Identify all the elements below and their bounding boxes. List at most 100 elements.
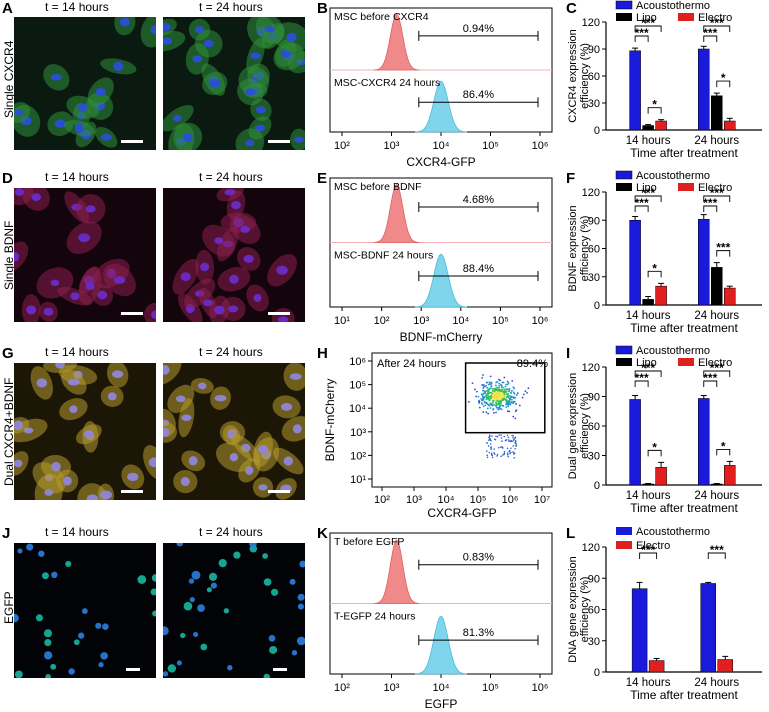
event-dot: [503, 388, 506, 391]
cell-dot: [44, 639, 52, 647]
significance-label: *: [721, 439, 726, 453]
event-dot: [493, 395, 496, 398]
sample-label: After 24 hours: [377, 358, 447, 370]
event-dot: [498, 406, 501, 409]
legend-label: Lipo: [636, 182, 657, 194]
event-dot: [492, 390, 495, 393]
bar: [724, 465, 736, 486]
event-dot: [489, 391, 492, 394]
y-tick-label: 10²: [350, 450, 366, 462]
event-dot: [496, 455, 498, 457]
cell-dot: [270, 588, 279, 596]
y-tick-label: 0: [594, 300, 600, 312]
event-dot: [514, 439, 517, 442]
significance-label: ***: [703, 371, 717, 385]
legend-swatch: [615, 0, 633, 10]
event-dot: [508, 394, 511, 397]
legend-label: Acoustothermo: [636, 0, 710, 12]
category-label: 24 hours: [694, 310, 739, 322]
event-dot: [514, 417, 517, 420]
legend-label: Acoustothermo: [636, 170, 710, 182]
significance-label: ***: [635, 196, 649, 210]
bar: [698, 219, 710, 306]
scale-bar: [273, 668, 287, 671]
x-tick-label: 10⁴: [438, 494, 455, 506]
micrograph-canvas: [14, 543, 156, 678]
cell-nucleus: [229, 453, 239, 462]
event-dot: [498, 384, 501, 387]
cell-nucleus: [85, 205, 96, 213]
y-tick-label: 30: [588, 98, 600, 110]
histogram-peak-before: [373, 539, 420, 604]
cell-dot: [268, 634, 276, 642]
event-dot: [513, 387, 515, 390]
cell-nucleus: [44, 489, 54, 496]
event-dot: [503, 376, 506, 379]
event-dot: [511, 389, 513, 392]
micrograph-background: [163, 543, 305, 678]
event-dot: [499, 399, 502, 402]
cell-nucleus: [97, 290, 108, 300]
significance-label: ***: [641, 543, 655, 557]
event-dot: [507, 436, 510, 439]
cell-dot: [188, 578, 195, 584]
legend-swatch: [678, 183, 694, 191]
event-dot: [494, 387, 497, 390]
top-sample-label: MSC before BDNF: [334, 181, 422, 193]
micrograph-egfp-14h: [14, 543, 156, 678]
category-label: 14 hours: [626, 490, 671, 502]
event-dot: [501, 404, 504, 407]
y-axis-label-line2: efficiency (%): [579, 216, 591, 282]
event-dot: [508, 410, 511, 413]
cell-nucleus: [119, 17, 131, 27]
event-dot: [501, 454, 504, 456]
bar: [711, 267, 723, 306]
cell-nucleus: [244, 88, 256, 96]
significance-bracket: [647, 107, 662, 114]
event-dot: [508, 388, 511, 390]
legend-label: Lipo: [636, 357, 657, 369]
cell-nucleus: [254, 124, 266, 132]
event-dot: [514, 441, 516, 444]
x-tick-label: 10³: [413, 315, 429, 327]
event-dot: [512, 437, 514, 439]
cell-dot: [102, 623, 109, 631]
event-dot: [495, 403, 498, 406]
panel-letter-l: L: [566, 525, 576, 542]
significance-label: ***: [703, 196, 717, 210]
cell-nucleus: [86, 494, 99, 500]
significance-label: ***: [710, 186, 724, 200]
bar: [629, 399, 641, 486]
cell-nucleus: [113, 276, 126, 284]
cell-dot: [183, 601, 193, 611]
cell-nucleus: [14, 251, 20, 262]
title-j-14h: t = 14 hours: [45, 525, 109, 539]
cell-dot: [151, 574, 156, 582]
event-dot: [503, 391, 505, 394]
bar: [724, 287, 736, 306]
event-dot: [482, 387, 485, 389]
event-dot: [508, 452, 511, 455]
y-tick-label: 60: [588, 71, 600, 83]
event-dot: [510, 391, 513, 394]
event-dot: [507, 388, 509, 391]
event-dot: [481, 403, 484, 406]
cell-nucleus: [107, 392, 117, 401]
legend-swatch: [616, 183, 632, 191]
bar: [711, 95, 723, 131]
event-dot: [488, 387, 491, 390]
x-tick-label: 10⁵: [492, 315, 509, 327]
event-dot: [509, 440, 512, 443]
event-dot: [500, 455, 502, 458]
top-sample-label: T before EGFP: [334, 536, 404, 548]
y-tick-label: 10³: [350, 427, 366, 439]
cell-nucleus: [198, 382, 207, 390]
event-dot: [488, 398, 491, 401]
event-dot: [513, 400, 516, 403]
histogram-peak-after: [415, 615, 467, 675]
cell-nucleus: [112, 370, 124, 378]
cell-nucleus: [255, 106, 267, 114]
event-dot: [512, 386, 515, 389]
